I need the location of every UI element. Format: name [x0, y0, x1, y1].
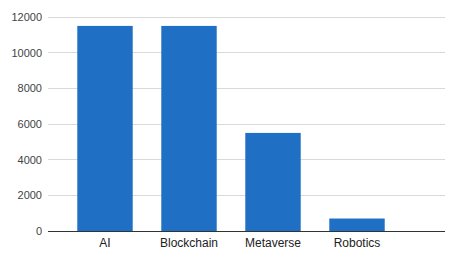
- y-tick-label: 6000: [18, 118, 42, 130]
- chart: 0 2000 4000 6000 8000 10000 12000 AI Blockchain M…: [0, 0, 457, 264]
- y-tick-label: 2000: [18, 189, 42, 201]
- y-tick-label: 4000: [18, 154, 42, 166]
- x-tick-label: Robotics: [334, 236, 381, 250]
- bars: [77, 26, 384, 231]
- bar: [161, 26, 216, 231]
- bar: [245, 133, 300, 231]
- grid-line: [48, 17, 445, 18]
- y-tick-label: 12000: [11, 11, 42, 23]
- y-tick-label: 0: [36, 225, 42, 237]
- x-tick-label: AI: [99, 236, 110, 250]
- bar: [77, 26, 132, 231]
- page: {"chart_data": {"type": "bar", "categori…: [0, 0, 457, 264]
- x-tick-label: Blockchain: [160, 236, 218, 250]
- y-tick-label: 10000: [11, 47, 42, 59]
- bar: [329, 219, 384, 231]
- y-tick-label: 8000: [18, 82, 42, 94]
- x-tick-label: Metaverse: [245, 236, 301, 250]
